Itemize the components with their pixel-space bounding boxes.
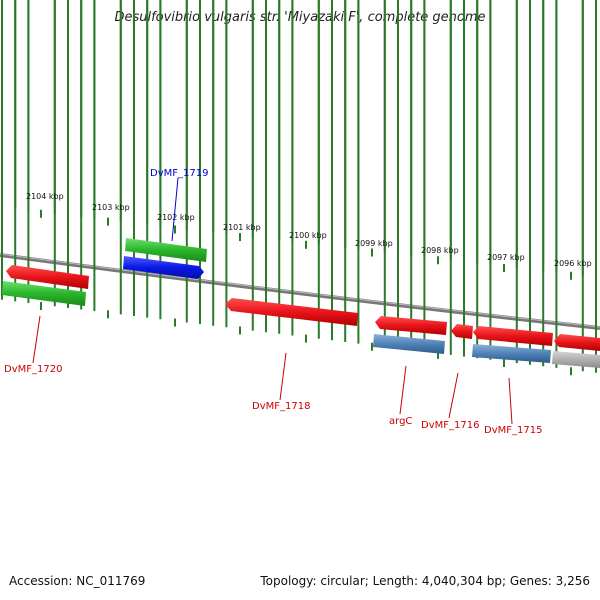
feature-argc-red[interactable] (375, 316, 447, 335)
feature-gray[interactable] (552, 351, 600, 368)
feature-dvmf-1715-rna[interactable] (472, 344, 551, 363)
kbp-label-group: 2104 kbp 2103 kbp 2102 kbp 2101 kbp 2100 kbp… (26, 192, 592, 268)
tick-track-inner (1, 0, 597, 376)
leader-dvmf-1719 (171, 177, 179, 242)
accession-text: Accession: NC_011769 (9, 574, 146, 588)
feature-dvmf-1718[interactable] (225, 298, 358, 326)
feature-argc-rna[interactable] (373, 334, 445, 354)
page-title: Desulfovibrio vulgaris str. 'Miyazaki F'… (114, 10, 486, 25)
kbp-label: 2102 kbp (157, 213, 195, 222)
gene-label-dvmf-1718[interactable]: DvMF_1718 (252, 401, 310, 412)
gene-label-dvmf-1715[interactable]: DvMF_1715 (484, 425, 542, 436)
leader-dvmf-1720 (32, 315, 41, 364)
gene-label-argc[interactable]: argC (389, 416, 412, 427)
kbp-label: 2098 kbp (421, 246, 459, 255)
kbp-label: 2099 kbp (355, 239, 393, 248)
leader-dvmf-1716 (448, 372, 459, 419)
topology-text: Topology: circular; Length: 4,040,304 bp… (260, 574, 590, 588)
kbp-label: 2101 kbp (223, 223, 261, 232)
kbp-label: 2103 kbp (92, 203, 130, 212)
kbp-label: 2100 kbp (289, 231, 327, 240)
gene-label-dvmf-1716[interactable]: DvMF_1716 (421, 420, 479, 431)
feature-dvmf-1720-red[interactable] (6, 265, 89, 289)
feature-dvmf-1719-blue[interactable] (123, 256, 204, 279)
leader-dvmf-1718 (279, 352, 287, 401)
leader-argc (399, 365, 407, 415)
feature-dvmf-1714-red[interactable] (554, 334, 600, 351)
leader-dvmf-1715 (508, 377, 513, 425)
gene-label-dvmf-1720[interactable]: DvMF_1720 (4, 364, 62, 375)
feature-dvmf-1716[interactable] (451, 324, 473, 339)
kbp-label: 2097 kbp (487, 253, 525, 262)
feature-dvmf-1720-green[interactable] (2, 281, 86, 306)
feature-dvmf-1715-red[interactable] (473, 326, 553, 346)
feature-dvmf-1719-green[interactable] (125, 238, 207, 262)
kbp-label: 2096 kbp (554, 259, 592, 268)
kbp-label: 2104 kbp (26, 192, 64, 201)
gene-label-dvmf-1719[interactable]: DvMF_1719 (150, 168, 208, 179)
